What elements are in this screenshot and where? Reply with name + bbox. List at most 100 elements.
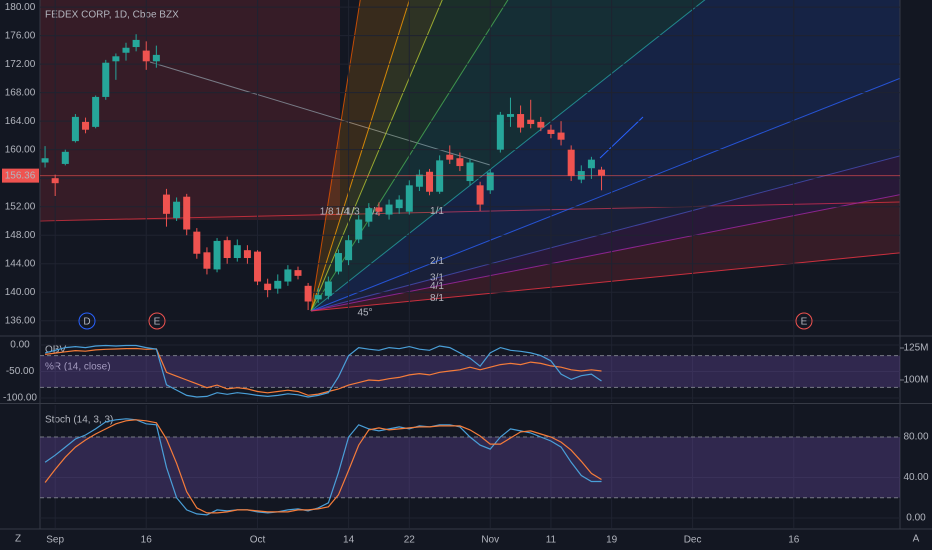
series-line bbox=[44, 419, 602, 514]
candle-body bbox=[486, 172, 494, 191]
x-tick-label: Dec bbox=[684, 535, 702, 546]
candle-body bbox=[162, 194, 170, 214]
fan-label: 1/8 bbox=[320, 207, 334, 218]
candle-body bbox=[51, 178, 59, 184]
x-tick-label: Nov bbox=[481, 535, 499, 546]
candle-body bbox=[537, 121, 545, 128]
y-tick-label: 80.00 bbox=[903, 432, 928, 443]
scale-button[interactable]: A bbox=[913, 534, 920, 545]
event-label: D bbox=[83, 317, 90, 328]
candle-body bbox=[466, 162, 474, 182]
fan-label: 4/1 bbox=[430, 281, 444, 292]
fan-label: 1/1 bbox=[430, 206, 444, 217]
candle-body bbox=[203, 252, 211, 269]
candle-body bbox=[405, 185, 413, 212]
candle-body bbox=[284, 269, 292, 282]
candle-body bbox=[92, 96, 100, 127]
candle-body bbox=[557, 132, 565, 140]
candle-body bbox=[517, 114, 525, 128]
y-tick-label: 140.00 bbox=[5, 287, 36, 298]
band bbox=[40, 436, 900, 498]
candle-body bbox=[365, 208, 373, 222]
y-tick-label: 160.00 bbox=[5, 144, 36, 155]
y-tick-label: 152.00 bbox=[5, 201, 36, 212]
y-tick-label: 0.00 bbox=[906, 513, 926, 524]
event-label: E bbox=[801, 317, 808, 328]
scale-button[interactable]: Z bbox=[15, 534, 21, 545]
candle-body bbox=[233, 245, 241, 259]
candle-body bbox=[334, 253, 342, 272]
candle-body bbox=[415, 174, 423, 187]
gann-box bbox=[40, 0, 340, 220]
candle-body bbox=[213, 240, 221, 270]
fan-zone bbox=[311, 155, 900, 311]
candle-body bbox=[61, 151, 69, 164]
candle-body bbox=[598, 169, 606, 176]
candle-body bbox=[41, 158, 49, 163]
fan-label: 1/2 bbox=[367, 207, 381, 218]
candle-body bbox=[324, 281, 332, 296]
candle-body bbox=[82, 121, 90, 130]
candle-body bbox=[132, 39, 140, 48]
fan-label: 8/1 bbox=[430, 293, 444, 304]
candle-body bbox=[223, 240, 231, 259]
chart-title: FEDEX CORP, 1D, Cboe BZX bbox=[45, 10, 179, 21]
series-label: %R (14, close) bbox=[45, 362, 111, 373]
x-tick-label: 16 bbox=[141, 535, 153, 546]
y-tick-label: 148.00 bbox=[5, 230, 36, 241]
candle-body bbox=[142, 50, 150, 62]
series-line bbox=[45, 347, 602, 396]
x-tick-label: Sep bbox=[46, 535, 64, 546]
candle-body bbox=[395, 199, 403, 209]
fan-zone bbox=[311, 78, 900, 311]
y-tick-label: 144.00 bbox=[5, 258, 36, 269]
candle-body bbox=[294, 270, 302, 276]
fan-label: 1/4 bbox=[335, 207, 349, 218]
fan-angle-label: 45° bbox=[357, 308, 372, 319]
y-tick-label: 168.00 bbox=[5, 87, 36, 98]
candle-body bbox=[274, 280, 282, 289]
candle-body bbox=[385, 204, 393, 215]
candle-body bbox=[254, 251, 262, 282]
candle-body bbox=[375, 207, 383, 212]
y-tick-label: -100.00 bbox=[3, 393, 37, 404]
candle-body bbox=[112, 56, 120, 62]
y-tick-label: 176.00 bbox=[5, 30, 36, 41]
candle-body bbox=[183, 196, 191, 230]
candle-body bbox=[446, 154, 454, 160]
y2-tick-label: 100M bbox=[903, 375, 928, 386]
candle-body bbox=[193, 231, 201, 254]
y-tick-label: 180.00 bbox=[5, 2, 36, 13]
candle-body bbox=[527, 119, 535, 125]
x-tick-label: 22 bbox=[404, 535, 416, 546]
y-tick-label: 0.00 bbox=[10, 340, 30, 351]
x-tick-label: 11 bbox=[546, 535, 557, 546]
fan-label: 1/3 bbox=[346, 207, 360, 218]
candle-body bbox=[456, 158, 464, 167]
event-marker bbox=[78, 312, 96, 330]
candle-body bbox=[173, 201, 181, 219]
series-line bbox=[44, 344, 602, 398]
candle-body bbox=[102, 62, 110, 97]
candle-body bbox=[547, 129, 555, 134]
candle-body bbox=[243, 250, 251, 259]
y2-tick-label: 125M bbox=[903, 343, 928, 354]
candle-body bbox=[476, 185, 484, 205]
trend-line bbox=[599, 116, 644, 159]
candle-body bbox=[314, 295, 322, 300]
y-tick-label: 172.00 bbox=[5, 59, 36, 70]
event-label: E bbox=[154, 317, 161, 328]
candle-body bbox=[122, 47, 130, 53]
candle-body bbox=[71, 116, 79, 142]
x-tick-label: 16 bbox=[788, 535, 800, 546]
candle-body bbox=[587, 159, 595, 169]
candle-body bbox=[304, 285, 312, 302]
event-marker bbox=[795, 312, 813, 330]
trend-line bbox=[149, 61, 491, 166]
candle-body bbox=[355, 219, 363, 240]
candle-body bbox=[567, 149, 575, 177]
candle-body bbox=[426, 171, 434, 192]
price-tag bbox=[2, 168, 39, 183]
candle-body bbox=[496, 114, 504, 150]
